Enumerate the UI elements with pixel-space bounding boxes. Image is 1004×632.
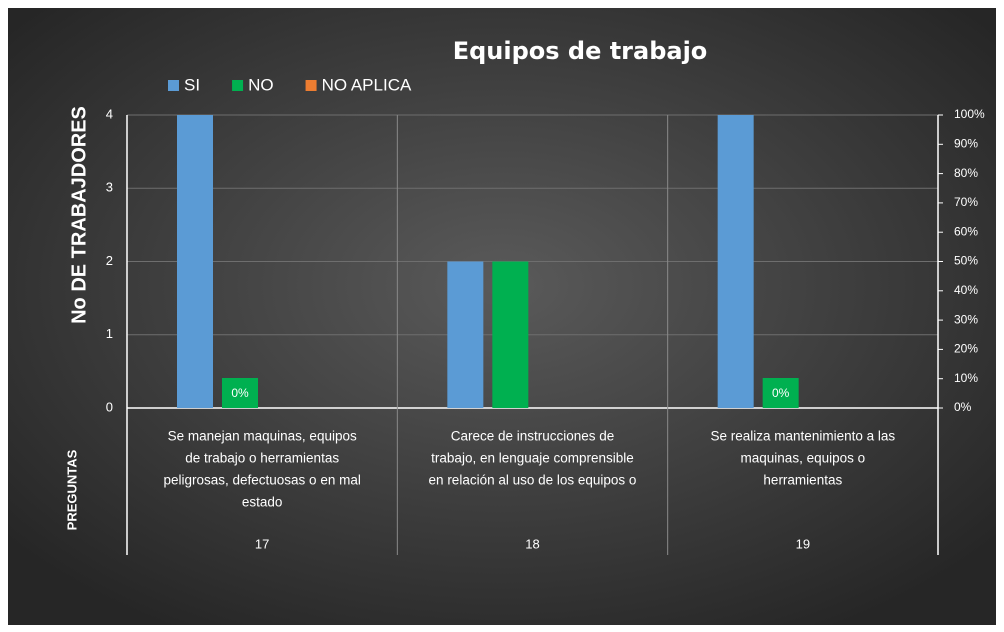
legend-swatch — [232, 80, 244, 91]
y2-tick-label: 10% — [954, 371, 978, 385]
data-label: 0% — [231, 386, 249, 400]
y2-tick-label: 50% — [954, 254, 978, 268]
y2-tick-label: 0% — [954, 400, 972, 414]
bar — [717, 115, 754, 408]
category-question: de trabajo o herramientas — [185, 451, 339, 466]
legend-label: NO APLICA — [322, 75, 412, 94]
y2-tick-label: 20% — [954, 342, 978, 356]
category-question: estado — [242, 495, 283, 510]
y-tick-label: 3 — [106, 180, 113, 195]
bar — [177, 115, 213, 408]
category-question: Se manejan maquinas, equipos — [168, 429, 357, 444]
y2-tick-label: 40% — [954, 283, 978, 297]
data-label-box — [762, 378, 799, 408]
y2-tick-label: 100% — [954, 107, 985, 121]
chart-title: Equipos de trabajo — [453, 37, 708, 65]
y-tick-label: 4 — [106, 106, 113, 121]
x-tick-label: 18 — [525, 536, 539, 551]
legend-label: SI — [184, 75, 200, 94]
x-axis-title: PREGUNTAS — [64, 449, 79, 530]
y2-tick-label: 90% — [954, 136, 978, 150]
y-tick-label: 0 — [106, 399, 113, 414]
legend-swatch — [168, 80, 179, 91]
x-tick-label: 19 — [796, 536, 810, 551]
y-tick-label: 2 — [106, 253, 113, 268]
legend-swatch — [305, 80, 317, 91]
bar — [447, 261, 484, 408]
legend-label: NO — [248, 75, 274, 94]
data-label-box — [222, 378, 258, 408]
category-question: peligrosas, defectuosas o en mal — [163, 473, 360, 488]
y2-tick-label: 60% — [954, 224, 978, 238]
bar — [492, 261, 529, 408]
category-question: Se realiza mantenimiento a las — [711, 429, 896, 444]
category-question: en relación al uso de los equipos o — [429, 473, 637, 488]
category-question: Carece de instrucciones de — [451, 429, 615, 444]
y-axis-title: No DE TRABAJDORES — [68, 106, 90, 324]
y-tick-label: 1 — [106, 326, 113, 341]
x-tick-label: 17 — [255, 536, 269, 551]
category-question: maquinas, equipos o — [741, 451, 866, 466]
y2-tick-label: 30% — [954, 312, 978, 326]
category-question: trabajo, en lenguaje comprensible — [431, 451, 634, 466]
data-label: 0% — [772, 386, 790, 400]
y2-tick-label: 70% — [954, 195, 978, 209]
category-question: herramientas — [763, 473, 842, 488]
y2-tick-label: 80% — [954, 166, 978, 180]
